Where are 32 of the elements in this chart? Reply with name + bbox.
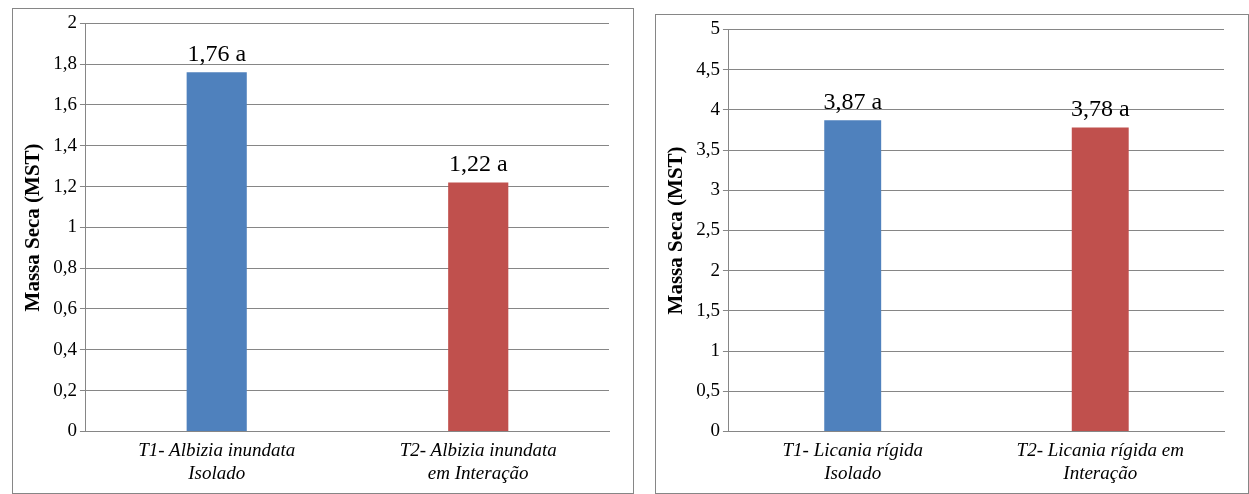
y-tick-label: 1 <box>710 338 720 360</box>
y-tick-label: 3 <box>710 178 720 200</box>
data-label: 3,87 a <box>823 87 883 114</box>
x-tick-label: T2- Albizia inundata em Interação <box>399 438 557 483</box>
y-tick-label: 1,4 <box>53 133 78 155</box>
y-tick-label: 5 <box>710 17 720 39</box>
y-tick-label: 0 <box>67 419 77 441</box>
y-tick-label: 0,4 <box>53 337 78 359</box>
y-tick-label: 1,2 <box>53 174 77 196</box>
y-tick-label: 1 <box>67 215 77 237</box>
y-axis-title: Massa Seca (MST) <box>20 143 45 312</box>
y-tick-label: 4 <box>710 97 721 119</box>
data-label: 3,78 a <box>1070 94 1130 121</box>
y-tick-label: 1,5 <box>696 298 720 320</box>
y-tick-label: 0,6 <box>53 296 77 318</box>
y-tick-label: 1,8 <box>53 52 77 74</box>
y-tick-label: 2,5 <box>696 218 720 240</box>
y-tick-label: 0 <box>710 419 720 441</box>
y-tick-label: 0,8 <box>53 256 77 278</box>
y-tick-label: 0,5 <box>696 379 720 401</box>
data-label: 1,22 a <box>448 149 508 176</box>
y-tick-label: 2 <box>710 258 720 280</box>
x-tick-label: T2- Licania rígida em Interação <box>1016 438 1184 483</box>
y-tick-label: 3,5 <box>696 137 720 159</box>
y-axis-title: Massa Seca (MST) <box>663 146 688 315</box>
data-label: 1,76 a <box>187 39 247 66</box>
y-tick-label: 2 <box>67 11 77 33</box>
y-tick-label: 4,5 <box>696 57 720 79</box>
y-tick-label: 0,2 <box>53 378 77 400</box>
x-tick-label: T1- Albizia inundata Isolado <box>138 438 296 483</box>
x-tick-label: T1- Licania rígida Isolado <box>782 438 923 483</box>
y-tick-label: 1,6 <box>53 92 77 114</box>
